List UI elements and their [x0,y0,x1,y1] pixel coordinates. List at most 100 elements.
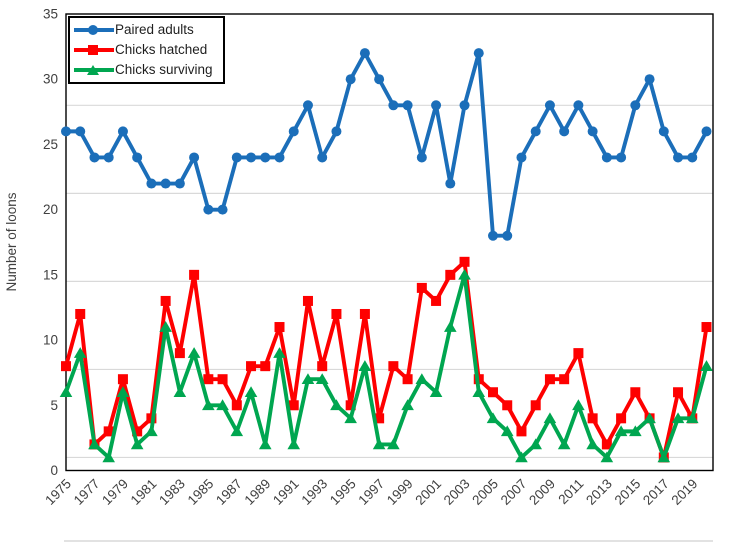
x-tick-label: 2015 [612,476,644,508]
data-point [601,152,612,163]
data-point [187,347,201,358]
data-point [502,230,513,241]
data-point [359,308,370,319]
data-point [616,413,627,424]
data-point [103,426,114,437]
y-tick-label: 15 [43,267,58,282]
data-point [458,268,471,280]
data-point [559,374,570,385]
data-point [61,126,71,137]
y-tick-label: 30 [43,72,58,87]
x-tick-label: 2009 [526,476,558,508]
data-point [516,152,527,163]
data-point [374,74,385,85]
data-point [88,438,101,450]
data-point [174,348,185,359]
data-point [372,438,386,450]
data-point [216,399,229,411]
x-tick-label: 1993 [298,476,330,508]
data-point [344,412,357,424]
data-point [630,100,641,111]
data-point [431,100,442,111]
data-point [658,126,669,137]
data-point [572,399,585,411]
data-point [530,126,541,137]
data-point [130,438,144,450]
data-point [202,399,215,411]
data-point [274,322,285,333]
legend-sample [74,44,114,56]
data-point [473,48,484,59]
data-point [472,386,486,398]
legend-label: Chicks surviving [115,62,213,77]
y-tick-label: 10 [43,333,58,348]
data-point [402,374,413,385]
data-point [644,74,655,85]
data-point [459,100,470,111]
data-point [173,386,187,398]
data-point [486,412,500,424]
data-point [445,269,456,280]
data-point [260,361,271,372]
data-point [287,438,301,450]
y-axis-title: Number of loons [4,192,19,291]
x-tick-label: 1981 [128,476,160,508]
data-point [387,438,400,450]
data-point [573,100,584,111]
data-point [616,152,627,163]
x-tick-label: 2019 [669,476,701,508]
data-point [415,373,429,384]
data-point [244,386,258,398]
data-point [701,322,712,333]
data-point [288,126,299,137]
data-point [429,386,443,398]
x-tick-label: 2005 [469,476,501,508]
data-point [444,321,457,332]
data-point [500,425,514,437]
data-point [146,178,157,189]
data-point [445,178,456,189]
data-point [388,100,399,111]
data-point [559,126,570,137]
data-point [331,308,342,319]
data-point [315,373,329,384]
data-point [189,152,200,163]
x-tick-label: 1977 [71,476,103,508]
y-tick-label: 0 [50,463,58,478]
data-point [416,282,427,293]
x-tick-label: 2003 [441,476,473,508]
data-point [402,100,413,111]
x-tick-label: 2007 [498,476,530,508]
y-tick-label: 20 [43,202,58,217]
x-tick-label: 2011 [555,476,586,507]
data-point [359,48,370,59]
data-point [488,230,498,241]
series-line-3 [64,272,709,460]
data-point [600,451,614,463]
data-point [231,400,242,411]
data-point [246,152,257,163]
data-point [103,152,114,163]
x-tick-label: 2013 [583,476,615,508]
data-point [61,361,71,372]
data-point [117,374,128,385]
data-point [358,360,372,371]
y-tick-label: 35 [43,7,58,22]
x-tick-label: 1991 [270,476,302,508]
x-tick-label: 2017 [640,476,672,508]
data-point [401,399,414,411]
x-tick-label: 1983 [156,476,188,508]
x-tick-label: 1989 [242,476,274,508]
data-point [516,426,527,437]
data-point [587,126,598,137]
data-point [160,295,171,306]
data-point [374,413,385,424]
data-point [330,399,343,411]
data-point [75,308,86,319]
data-point [643,412,656,424]
data-point [416,152,427,163]
data-point [345,400,356,411]
data-point [132,426,143,437]
data-point [160,178,171,189]
